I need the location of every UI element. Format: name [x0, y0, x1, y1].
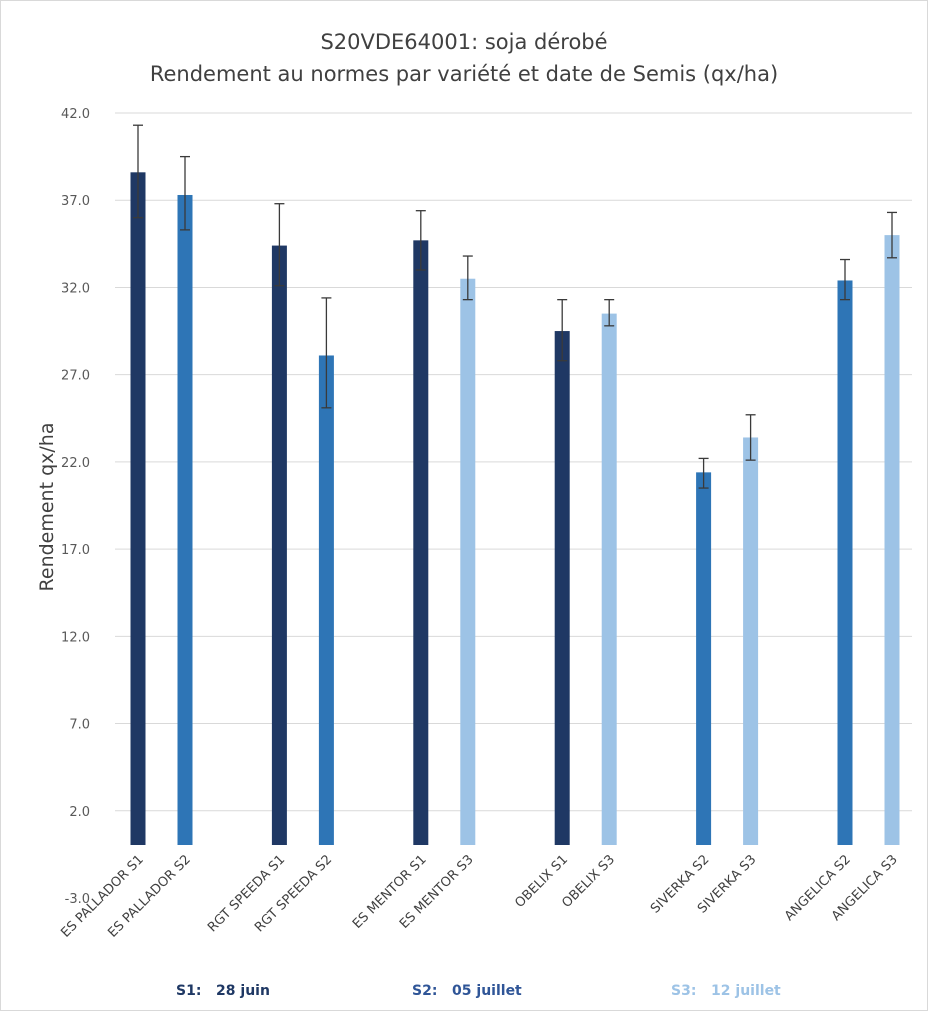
legend-s3: S3: 12 juillet: [671, 983, 781, 999]
gridlines: [115, 112, 912, 812]
chart-title: S20VDE64001: soja dérobé: [320, 30, 607, 54]
legend-s1: S1: 28 juin: [176, 983, 270, 999]
y-tick-label: 32.0: [61, 281, 90, 296]
y-tick-label: 42.0: [61, 107, 90, 122]
chart-subtitle: Rendement au normes par variété et date …: [150, 62, 778, 86]
y-tick-label: 17.0: [61, 543, 90, 558]
x-tick-label: RGT SPEEDA S1: [205, 852, 288, 935]
y-tick-label: 27.0: [61, 369, 90, 384]
x-tick-label: ES PALLADOR S2: [105, 852, 193, 940]
bar: [884, 235, 900, 846]
legend-s2: S2: 05 juillet: [412, 983, 522, 999]
y-tick-label: 12.0: [61, 630, 90, 645]
bar: [413, 240, 429, 845]
bar: [318, 355, 334, 845]
y-tick-label: 7.0: [69, 718, 90, 733]
bar: [554, 331, 570, 845]
y-tick-label: 2.0: [69, 805, 90, 820]
y-axis-label: Rendement qx/ha: [36, 423, 58, 592]
bar: [601, 313, 617, 846]
bar: [837, 280, 853, 845]
y-tick-label: -3.0: [65, 892, 90, 907]
bar: [177, 194, 193, 845]
y-tick-label: 22.0: [61, 456, 90, 471]
bar: [271, 245, 287, 846]
bars: [130, 172, 900, 846]
bar: [743, 437, 759, 845]
y-tick-label: 37.0: [61, 194, 90, 209]
error-bars: [133, 124, 897, 489]
bar: [460, 278, 476, 845]
y-axis-ticks: -3.0 2.0 7.0 12.0 17.0 22.0 27.0 32.0 37.0 42.0: [61, 107, 90, 907]
bar: [696, 472, 712, 845]
bar: [130, 172, 146, 846]
